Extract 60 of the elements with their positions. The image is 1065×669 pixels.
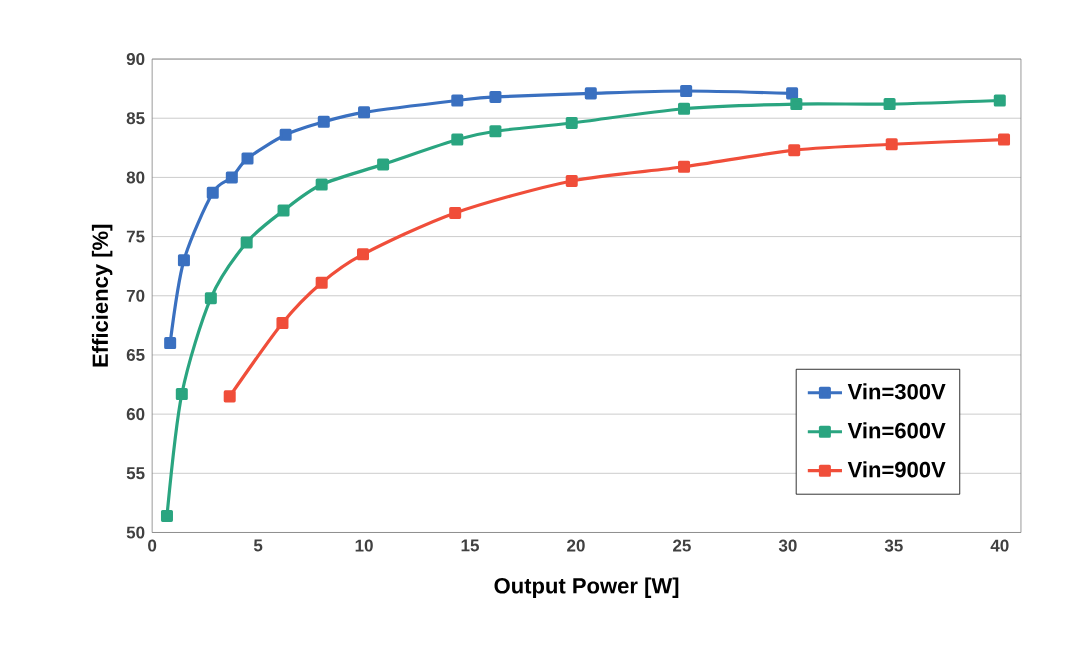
legend-label: Vin=300V [847, 383, 946, 400]
x-tick-label: 30 [778, 539, 797, 552]
point [358, 106, 371, 119]
y-axis-title: Efficiency [%] [91, 225, 113, 367]
y-tick-label: 80 [126, 171, 145, 184]
point [164, 337, 177, 350]
point [489, 91, 502, 104]
point [175, 388, 188, 401]
point [584, 87, 597, 100]
point [315, 276, 328, 289]
x-tick-label: 35 [884, 539, 903, 552]
x-axis-title: Output Power [W] [494, 577, 679, 599]
point [377, 158, 390, 171]
point [565, 117, 578, 130]
point [223, 390, 236, 403]
y-tick-label: 65 [126, 349, 145, 362]
point [225, 171, 238, 184]
point [489, 125, 502, 138]
point [788, 144, 801, 157]
x-tick-label: 0 [148, 539, 157, 552]
point [204, 292, 217, 305]
y-tick-label: 70 [126, 289, 145, 302]
point [678, 102, 691, 115]
point [356, 248, 369, 261]
point [277, 204, 290, 217]
y-tick-label: 60 [126, 408, 145, 421]
point [240, 236, 253, 249]
point [206, 186, 219, 199]
point [885, 138, 898, 151]
point [276, 317, 289, 330]
point [449, 207, 462, 220]
point [177, 254, 190, 267]
point [315, 178, 328, 191]
point [160, 510, 173, 523]
y-tick-label: 75 [126, 230, 145, 243]
point [786, 87, 799, 100]
x-tick-label: 10 [355, 539, 373, 552]
point [680, 85, 693, 98]
x-tick-label: 15 [461, 539, 479, 552]
point [998, 133, 1011, 146]
y-tick-label: 50 [126, 526, 145, 539]
legend-label: Vin=600V [847, 422, 946, 439]
point [678, 160, 691, 173]
legend-label: Vin=900V [847, 461, 946, 478]
point [883, 98, 896, 111]
point [317, 115, 330, 128]
point [565, 175, 578, 188]
y-tick-label: 90 [126, 53, 145, 66]
point [451, 94, 464, 107]
x-tick-label: 20 [567, 539, 585, 552]
y-tick-label: 55 [126, 467, 145, 480]
point [451, 133, 464, 146]
point [790, 98, 803, 111]
point [241, 152, 254, 165]
x-tick-label: 25 [673, 539, 691, 552]
point [993, 94, 1006, 107]
x-tick-label: 40 [990, 539, 1009, 552]
x-tick-label: 5 [253, 539, 263, 552]
y-tick-label: 85 [126, 112, 145, 125]
point [279, 128, 292, 141]
